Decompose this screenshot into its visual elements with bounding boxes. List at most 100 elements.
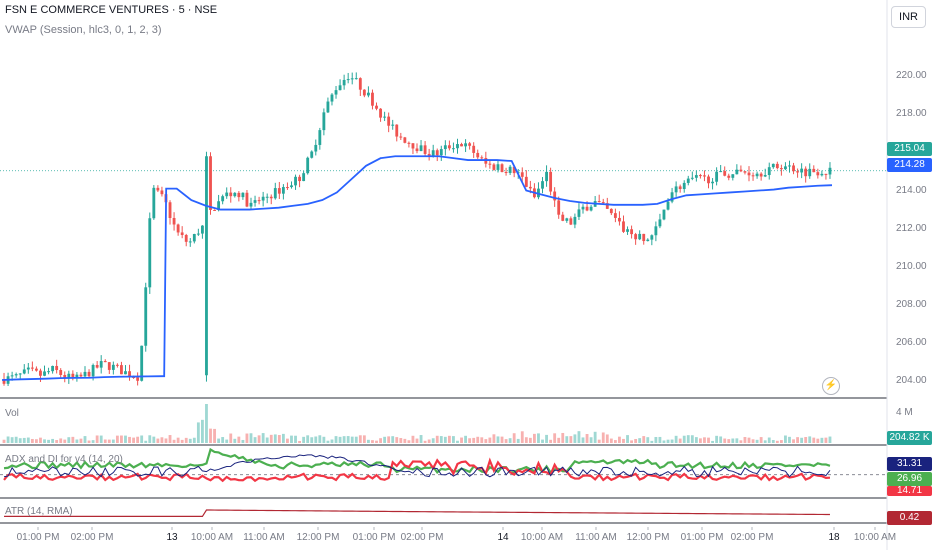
volume-label[interactable]: Vol xyxy=(5,408,19,419)
candle-body xyxy=(306,157,310,174)
candle-body xyxy=(427,153,431,156)
volume-bar xyxy=(148,435,152,443)
volume-bar xyxy=(124,435,127,443)
volume-bar xyxy=(703,437,706,443)
volume-bar xyxy=(140,435,144,443)
candle-body xyxy=(310,151,314,158)
volume-bar xyxy=(630,440,634,443)
volume-bar xyxy=(484,439,488,443)
candle-body xyxy=(298,176,302,182)
atr-label[interactable]: ATR (14, RMA) xyxy=(5,506,73,517)
currency-button[interactable]: INR xyxy=(891,6,926,28)
time-axis-tick: 10:00 AM xyxy=(853,532,897,543)
volume-bar xyxy=(788,436,791,443)
candle-body xyxy=(670,192,674,202)
volume-bar xyxy=(164,438,168,443)
volume-bar xyxy=(403,438,407,443)
volume-bar xyxy=(322,436,326,443)
volume-bar xyxy=(277,435,281,443)
vwap-indicator-label[interactable]: VWAP (Session, hlc3, 0, 1, 2, 3) xyxy=(5,24,162,36)
volume-bar xyxy=(10,437,14,443)
volume-bar xyxy=(500,436,504,443)
volume-bar xyxy=(824,437,828,443)
candle-body xyxy=(447,145,451,149)
volume-bar xyxy=(771,440,775,443)
price-axis-label: 208.00 xyxy=(896,298,927,310)
volume-bar xyxy=(593,431,597,443)
volume-bar xyxy=(751,439,755,443)
volume-bar xyxy=(439,436,443,443)
candle-body xyxy=(731,174,735,178)
candle-body xyxy=(379,108,382,118)
volume-bar xyxy=(30,438,34,443)
volume-bar xyxy=(808,436,812,443)
candle-body xyxy=(176,224,180,233)
lightning-bolt-icon[interactable]: ⚡ xyxy=(822,377,840,395)
time-axis-tick: 01:00 PM xyxy=(16,532,60,543)
candle-body xyxy=(237,192,241,198)
volume-bar xyxy=(205,404,208,443)
volume-bar xyxy=(55,440,59,443)
candle-body xyxy=(666,201,670,210)
volume-bar xyxy=(694,437,698,443)
time-axis-tick: 14 xyxy=(497,532,509,543)
volume-bar xyxy=(654,436,658,443)
volume-bar xyxy=(326,440,330,443)
volume-bar xyxy=(715,435,719,443)
atr-line xyxy=(4,509,830,517)
volume-bar xyxy=(682,435,686,443)
volume-bar xyxy=(71,436,75,443)
time-axis-tick: 01:00 PM xyxy=(352,532,396,543)
volume-bar xyxy=(209,428,212,443)
candle-body xyxy=(690,177,694,179)
volume-bar xyxy=(387,436,391,443)
candle-body xyxy=(63,374,67,379)
candle-body xyxy=(318,130,322,145)
candle-body xyxy=(423,145,427,154)
volume-bar xyxy=(265,437,269,443)
candle-body xyxy=(229,192,233,197)
chart-title: FSN E COMMERCE VENTURES · 5 · NSE xyxy=(5,4,218,16)
volume-bar xyxy=(407,440,411,443)
volume-bar xyxy=(395,437,399,443)
volume-bar xyxy=(804,437,808,443)
candle-body xyxy=(281,187,285,194)
time-axis-tick: 01:00 PM xyxy=(680,532,724,543)
volume-bar xyxy=(200,419,204,443)
candle-body xyxy=(257,200,261,202)
adx-label[interactable]: ADX and DI for v4 (14, 20) xyxy=(5,454,123,465)
candle-body xyxy=(577,209,581,217)
volume-bar xyxy=(516,438,520,443)
candle-body xyxy=(703,175,706,177)
volume-bar xyxy=(646,437,650,443)
candle-body xyxy=(387,116,391,126)
candle-body xyxy=(314,144,318,152)
price-axis-label: 204.00 xyxy=(896,374,927,386)
volume-bar xyxy=(719,436,723,443)
volume-bar xyxy=(176,437,180,443)
candle-body xyxy=(626,229,629,232)
candle-body xyxy=(71,373,75,377)
volume-bar xyxy=(6,436,10,443)
candle-body xyxy=(650,235,654,240)
candle-body xyxy=(209,156,212,210)
volume-bar xyxy=(79,438,83,443)
candle-body xyxy=(743,171,747,173)
volume-bar xyxy=(666,439,670,443)
candle-body xyxy=(294,176,297,186)
candle-body xyxy=(265,196,269,198)
volume-bar xyxy=(399,438,403,443)
volume-bar xyxy=(132,437,136,443)
candle-body xyxy=(808,168,812,177)
candle-body xyxy=(111,364,115,370)
volume-bar xyxy=(779,440,783,443)
volume-bar xyxy=(812,437,816,443)
volume-bar xyxy=(156,438,160,443)
volume-bar xyxy=(577,431,581,443)
volume-bar xyxy=(99,435,103,443)
vwap-line xyxy=(1,155,833,381)
candle-body xyxy=(775,163,779,169)
candle-body xyxy=(553,191,557,201)
volume-bar xyxy=(83,436,87,443)
